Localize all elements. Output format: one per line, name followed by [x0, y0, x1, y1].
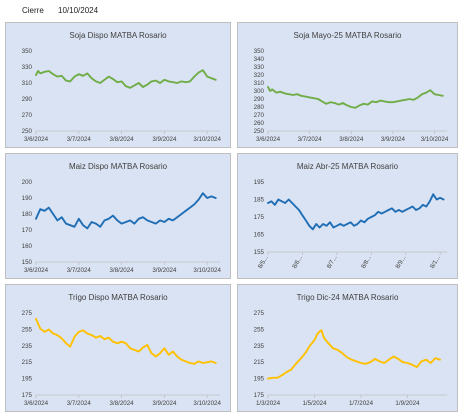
y-tick-label: 270 — [22, 112, 33, 119]
chart-maiz-abr-25: Maiz Abr-25 MATBA Rosario 155 165 175 185 195… — [237, 153, 458, 279]
chart-trigo-dispo: Trigo Dispo MATBA Rosario 175 195 215 235 255… — [5, 284, 231, 412]
x-tick-label: 3/7/2024 — [67, 136, 92, 143]
y-tick-label: 155 — [254, 249, 265, 256]
x-tick-label: 3/6/2024 — [256, 136, 281, 143]
chart-svg: Soja Mayo-25 MATBA Rosario 25026027028029… — [254, 31, 449, 143]
x-tick-label: 3/7/2024 — [67, 267, 92, 274]
x-tick-label: 3/7/2024 — [67, 400, 92, 407]
x-tick-label: 3/6/2024 — [24, 267, 49, 274]
y-tick-label: 175 — [254, 214, 265, 221]
x-tick-label: 3/9/2024 — [152, 267, 177, 274]
y-tick-label: 185 — [254, 197, 265, 204]
x-tick-label: 1/7/2024 — [349, 400, 374, 407]
chart-soja-dispo: Soja Dispo MATBA Rosario 250 270 290 310 330 3… — [5, 22, 231, 148]
y-tick-label: 250 — [22, 128, 33, 135]
chart-svg: Maiz Abr-25 MATBA Rosario 155 165 175 185 195… — [254, 162, 447, 270]
y-tick-label: 350 — [254, 48, 265, 55]
x-tick-label: 8/8... — [360, 254, 373, 270]
y-tick-label: 330 — [254, 64, 265, 71]
chart-title: Trigo Dic-24 MATBA Rosario — [297, 293, 399, 302]
x-tick-label: 8/5... — [257, 254, 270, 270]
x-tick-label: 3/8/2024 — [110, 136, 135, 143]
y-tick-label: 290 — [254, 96, 265, 103]
y-tick-label: 215 — [22, 359, 33, 366]
chart-svg: Maiz Dispo MATBA Rosario 150 160 170 180 190 2… — [22, 162, 222, 274]
series-line — [267, 329, 441, 380]
x-tick-label: 3/7/2024 — [298, 136, 323, 143]
x-tick-label: 3/10/2024 — [421, 136, 449, 143]
x-tick-label: 3/6/2024 — [24, 136, 49, 143]
header-label: Cierre — [22, 6, 44, 15]
series-line — [267, 193, 445, 231]
x-tick-label: 1/3/2024 — [256, 400, 281, 407]
x-tick-label: 1/5/2024 — [302, 400, 327, 407]
chart-svg: Trigo Dispo MATBA Rosario 175 195 215 235 255… — [22, 293, 222, 407]
y-tick-label: 160 — [22, 243, 33, 250]
y-tick-label: 330 — [22, 64, 33, 71]
x-tick-label: 3/10/2024 — [193, 400, 221, 407]
y-tick-label: 190 — [22, 195, 33, 202]
y-tick-label: 275 — [22, 310, 33, 317]
y-tick-label: 180 — [22, 211, 33, 218]
y-tick-label: 350 — [22, 48, 33, 55]
y-tick-label: 270 — [254, 112, 265, 119]
y-tick-label: 300 — [254, 88, 265, 95]
x-tick-label: 3/6/2024 — [24, 400, 49, 407]
x-tick-label: 1/9/2024 — [395, 400, 420, 407]
y-tick-label: 195 — [254, 179, 265, 186]
y-tick-label: 275 — [254, 310, 265, 317]
y-tick-label: 235 — [254, 343, 265, 350]
y-tick-label: 150 — [22, 259, 33, 266]
x-tick-label: 3/8/2024 — [339, 136, 364, 143]
y-tick-label: 195 — [22, 376, 33, 383]
y-tick-label: 255 — [254, 326, 265, 333]
chart-svg: Trigo Dic-24 MATBA Rosario 175 195 215 235 25… — [254, 293, 447, 407]
y-tick-label: 165 — [254, 232, 265, 239]
y-tick-label: 260 — [254, 120, 265, 127]
chart-maiz-dispo: Maiz Dispo MATBA Rosario 150 160 170 180 190 2… — [5, 153, 231, 279]
x-tick-label: 3/8/2024 — [110, 400, 135, 407]
y-tick-label: 195 — [254, 376, 265, 383]
y-tick-label: 255 — [22, 326, 33, 333]
x-tick-label: 8/1... — [429, 254, 442, 270]
y-tick-label: 235 — [22, 343, 33, 350]
y-tick-label: 310 — [22, 80, 33, 87]
x-tick-label: 3/9/2024 — [152, 400, 177, 407]
chart-soja-mayo-25: Soja Mayo-25 MATBA Rosario 250 260 270 280 29… — [237, 22, 458, 148]
y-tick-label: 340 — [254, 56, 265, 63]
x-tick-label: 8/6... — [291, 254, 304, 270]
chart-svg: Soja Dispo MATBA Rosario 250 270 290 310 330 3… — [22, 31, 222, 143]
y-tick-label: 215 — [254, 359, 265, 366]
x-tick-label: 3/9/2024 — [381, 136, 406, 143]
series-line — [35, 69, 217, 89]
y-tick-label: 310 — [254, 80, 265, 87]
y-tick-label: 200 — [22, 179, 33, 186]
x-tick-label: 8/7... — [326, 254, 339, 270]
series-line — [35, 192, 217, 230]
series-line — [35, 317, 217, 365]
x-tick-label: 3/8/2024 — [110, 267, 135, 274]
x-tick-label: 3/10/2024 — [193, 267, 221, 274]
y-tick-label: 280 — [254, 104, 265, 111]
chart-title: Trigo Dispo MATBA Rosario — [68, 293, 168, 302]
y-tick-label: 290 — [22, 96, 33, 103]
chart-title: Soja Mayo-25 MATBA Rosario — [294, 31, 402, 40]
x-tick-label: 8/9... — [394, 254, 407, 270]
x-tick-label: 3/9/2024 — [152, 136, 177, 143]
chart-trigo-dic-24: Trigo Dic-24 MATBA Rosario 175 195 215 235 25… — [237, 284, 458, 412]
chart-title: Maiz Dispo MATBA Rosario — [69, 162, 168, 171]
series-line — [267, 86, 444, 109]
chart-title: Soja Dispo MATBA Rosario — [69, 31, 167, 40]
y-tick-label: 175 — [254, 392, 265, 399]
y-tick-label: 175 — [22, 392, 33, 399]
y-tick-label: 320 — [254, 72, 265, 79]
y-tick-label: 250 — [254, 128, 265, 135]
x-tick-label: 3/10/2024 — [193, 136, 221, 143]
y-tick-label: 170 — [22, 227, 33, 234]
chart-title: Maiz Abr-25 MATBA Rosario — [297, 162, 399, 171]
header-date: 10/10/2024 — [58, 6, 99, 15]
